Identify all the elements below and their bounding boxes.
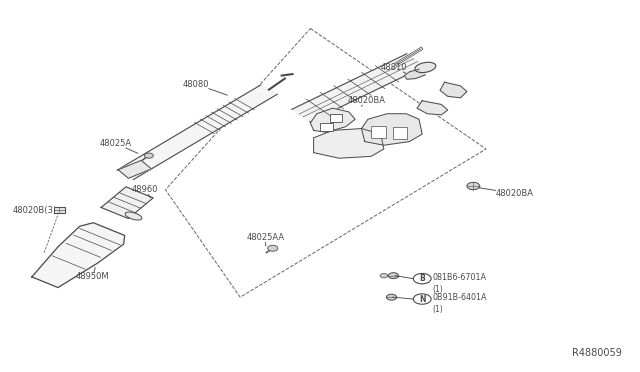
Bar	[394, 128, 408, 138]
Text: 48020BA: 48020BA	[474, 187, 534, 198]
Text: 0B91B-6401A: 0B91B-6401A	[433, 293, 487, 302]
Text: 48020B(3): 48020B(3)	[12, 206, 57, 215]
Polygon shape	[362, 114, 422, 145]
Bar	[320, 123, 333, 131]
Bar	[330, 114, 342, 122]
Text: N: N	[419, 295, 426, 304]
Text: 48080: 48080	[182, 80, 227, 95]
Circle shape	[145, 153, 154, 158]
Circle shape	[388, 273, 399, 279]
Polygon shape	[440, 82, 467, 98]
Polygon shape	[404, 69, 426, 79]
Polygon shape	[292, 54, 425, 122]
Text: (1): (1)	[433, 285, 443, 294]
Text: 48020BA: 48020BA	[348, 96, 385, 106]
Ellipse shape	[125, 212, 142, 220]
Text: R4880059: R4880059	[572, 348, 621, 358]
Circle shape	[380, 273, 388, 278]
Text: 48810: 48810	[381, 63, 413, 77]
Polygon shape	[118, 160, 152, 178]
Text: 081B6-6701A: 081B6-6701A	[433, 273, 486, 282]
Text: 48025AA: 48025AA	[246, 233, 285, 246]
Circle shape	[387, 294, 397, 300]
Circle shape	[268, 245, 278, 251]
Bar	[371, 126, 387, 138]
Circle shape	[467, 182, 479, 190]
Polygon shape	[417, 101, 448, 115]
Polygon shape	[310, 108, 355, 132]
Polygon shape	[314, 129, 384, 158]
Text: 48950M: 48950M	[76, 267, 109, 281]
Text: (1): (1)	[433, 305, 443, 314]
Polygon shape	[101, 187, 153, 218]
Text: 48025A: 48025A	[100, 139, 138, 153]
Ellipse shape	[415, 62, 436, 73]
Polygon shape	[117, 85, 277, 180]
Polygon shape	[32, 223, 125, 288]
Polygon shape	[54, 207, 65, 213]
Text: B: B	[419, 274, 425, 283]
Text: 48960: 48960	[132, 185, 158, 198]
